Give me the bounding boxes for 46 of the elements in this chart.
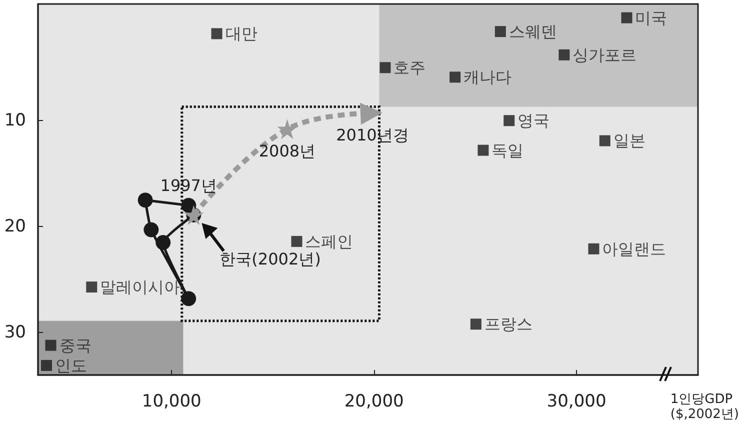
annotation: 2008년 xyxy=(258,142,316,161)
point xyxy=(494,26,506,38)
series-label: 미국 xyxy=(635,8,668,28)
annotation: 한국(2002년) xyxy=(220,249,321,268)
point xyxy=(211,28,222,40)
series-label: 인도 xyxy=(55,356,88,375)
series-label: 캐나다 xyxy=(464,68,512,87)
point xyxy=(380,62,391,74)
point xyxy=(45,340,56,351)
point xyxy=(621,12,632,24)
series-label: 스웨덴 xyxy=(508,22,557,42)
point xyxy=(291,236,302,247)
point xyxy=(144,222,159,238)
y-tick-label: 10 xyxy=(4,110,26,131)
point xyxy=(41,360,52,371)
series-label: 스페인 xyxy=(305,232,354,251)
series-label: 대만 xyxy=(225,24,258,44)
series-label: 독일 xyxy=(492,140,524,160)
x-tick-label: 20,000 xyxy=(344,392,404,412)
series-label: 영국 xyxy=(518,111,550,130)
y-tick-label: 20 xyxy=(4,216,26,237)
point xyxy=(181,291,196,306)
series-label: 말레이시아 xyxy=(100,278,180,297)
x-tick-label: 10,000 xyxy=(142,392,202,412)
point xyxy=(156,235,171,250)
series-label: 프랑스 xyxy=(484,314,532,334)
x-tick-label: 30,000 xyxy=(546,392,606,412)
point xyxy=(599,135,610,146)
series-label: 일본 xyxy=(613,131,646,150)
series-label: 싱가포르 xyxy=(572,45,637,64)
series-label: 아일랜드 xyxy=(602,239,666,258)
point xyxy=(558,49,570,60)
annotation: 1997년 xyxy=(160,176,217,195)
annotation: 2010년경 xyxy=(336,126,409,145)
point xyxy=(277,119,298,140)
series-label: 중국 xyxy=(59,336,92,355)
point xyxy=(86,282,98,293)
x-axis-title: 1인당GDP ($,2002년) xyxy=(670,392,740,422)
point xyxy=(504,115,515,126)
point xyxy=(470,318,482,330)
y-tick-label: 30 xyxy=(4,322,26,343)
point xyxy=(138,192,153,208)
point xyxy=(588,243,600,254)
series-label: 호주 xyxy=(394,58,426,78)
point xyxy=(450,72,461,83)
point xyxy=(478,144,489,156)
